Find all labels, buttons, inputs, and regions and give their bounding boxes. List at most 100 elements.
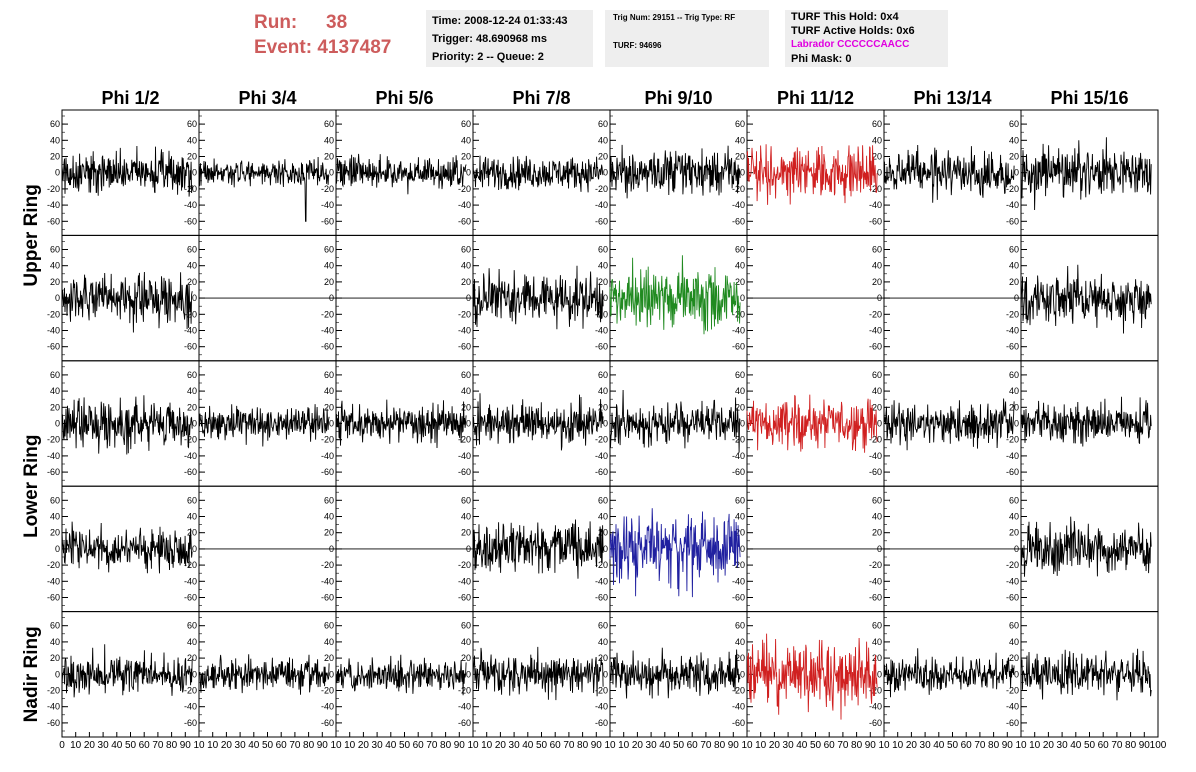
- x-tick-label: 40: [385, 740, 397, 751]
- y-tick-label: 40: [735, 637, 745, 647]
- y-tick-label: 40: [872, 637, 882, 647]
- y-tick-label: 40: [50, 637, 60, 647]
- y-tick-label: 60: [50, 621, 60, 631]
- y-tick-label: 60: [324, 370, 334, 380]
- y-tick-label: -20: [458, 184, 471, 194]
- y-tick-label: 20: [598, 152, 608, 162]
- y-tick-label: -20: [732, 184, 745, 194]
- x-tick-label: 10: [741, 740, 753, 751]
- y-tick-label: -40: [321, 576, 334, 586]
- y-tick-label: 40: [598, 261, 608, 271]
- y-tick-label: 20: [187, 653, 197, 663]
- y-tick-label: 40: [50, 135, 60, 145]
- x-tick-label: 80: [303, 740, 315, 751]
- y-tick-label: -40: [869, 576, 882, 586]
- y-tick-label: -20: [595, 686, 608, 696]
- trig-info-box: Trig Num: 29151 -- Trig Type: RF TURF: 9…: [605, 10, 769, 67]
- y-tick-label: -40: [47, 576, 60, 586]
- y-tick-label: -60: [47, 718, 60, 728]
- x-tick-label: 100: [1150, 740, 1167, 751]
- y-tick-label: -60: [458, 342, 471, 352]
- y-tick-label: 20: [735, 402, 745, 412]
- y-tick-label: 60: [461, 119, 471, 129]
- y-tick-label: 0: [192, 419, 197, 429]
- y-tick-label: -60: [732, 342, 745, 352]
- y-tick-label: 0: [466, 669, 471, 679]
- y-tick-label: -40: [321, 702, 334, 712]
- y-tick-label: 60: [598, 119, 608, 129]
- waveform-trace: [61, 271, 193, 333]
- trigger-line: Trigger: 48.690968 ms: [432, 33, 547, 45]
- y-tick-label: 40: [324, 512, 334, 522]
- x-tick-label: 30: [920, 740, 932, 751]
- y-tick-label: 40: [735, 261, 745, 271]
- x-tick-label: 90: [454, 740, 466, 751]
- x-tick-label: 80: [851, 740, 863, 751]
- y-tick-label: 60: [1009, 621, 1019, 631]
- x-tick-label: 10: [330, 740, 342, 751]
- waveform-trace: [61, 395, 193, 455]
- x-tick-label: 50: [810, 740, 822, 751]
- column-title: Phi 3/4: [238, 88, 296, 108]
- y-tick-label: 40: [461, 135, 471, 145]
- y-tick-label: 0: [740, 419, 745, 429]
- y-tick-label: -20: [321, 435, 334, 445]
- y-tick-label: 40: [461, 261, 471, 271]
- y-tick-label: -20: [47, 686, 60, 696]
- y-tick-label: -20: [1006, 309, 1019, 319]
- y-tick-label: -60: [595, 718, 608, 728]
- y-tick-label: 60: [461, 495, 471, 505]
- y-tick-label: -20: [184, 560, 197, 570]
- y-tick-label: -20: [184, 435, 197, 445]
- y-tick-label: 40: [50, 512, 60, 522]
- y-tick-label: 0: [329, 168, 334, 178]
- column-title: Phi 9/10: [644, 88, 712, 108]
- x-tick-label: 60: [276, 740, 288, 751]
- x-tick-label: 60: [1098, 740, 1110, 751]
- y-tick-label: -40: [595, 200, 608, 210]
- y-tick-label: -60: [184, 342, 197, 352]
- y-tick-label: -60: [321, 718, 334, 728]
- x-tick-label: 90: [1002, 740, 1014, 751]
- x-tick-label: 60: [413, 740, 425, 751]
- priority-line: Priority: 2 -- Queue: 2: [432, 51, 544, 63]
- y-tick-label: 40: [735, 386, 745, 396]
- y-tick-label: 60: [187, 370, 197, 380]
- y-tick-label: 40: [461, 386, 471, 396]
- y-tick-label: -40: [732, 200, 745, 210]
- y-tick-label: 0: [603, 293, 608, 303]
- x-tick-label: 30: [372, 740, 384, 751]
- y-tick-label: -60: [1006, 593, 1019, 603]
- y-tick-label: -60: [184, 593, 197, 603]
- y-tick-label: 60: [872, 495, 882, 505]
- y-tick-label: 60: [735, 119, 745, 129]
- y-tick-label: -60: [47, 593, 60, 603]
- x-tick-label: 90: [317, 740, 329, 751]
- y-tick-label: 20: [872, 402, 882, 412]
- y-tick-label: 40: [598, 386, 608, 396]
- y-tick-label: 0: [329, 669, 334, 679]
- waveform-trace: [335, 399, 467, 449]
- y-tick-label: -20: [869, 560, 882, 570]
- y-tick-label: 0: [740, 544, 745, 554]
- y-tick-label: 0: [877, 168, 882, 178]
- y-tick-label: -20: [321, 686, 334, 696]
- y-tick-label: 60: [187, 621, 197, 631]
- waveform-trace: [609, 389, 741, 453]
- x-tick-label: 90: [728, 740, 740, 751]
- x-tick-label: 40: [659, 740, 671, 751]
- y-tick-label: 20: [461, 402, 471, 412]
- y-tick-label: -40: [732, 702, 745, 712]
- x-tick-label: 60: [687, 740, 699, 751]
- x-tick-label: 10: [1015, 740, 1027, 751]
- y-tick-label: 40: [872, 512, 882, 522]
- y-tick-label: 40: [1009, 261, 1019, 271]
- x-tick-label: 30: [646, 740, 658, 751]
- column-title: Phi 13/14: [913, 88, 991, 108]
- x-tick-label: 50: [399, 740, 411, 751]
- y-tick-label: 20: [872, 152, 882, 162]
- y-tick-label: 0: [466, 419, 471, 429]
- column-title: Phi 5/6: [375, 88, 433, 108]
- time-info-box: Time: 2008-12-24 01:33:43 Trigger: 48.69…: [426, 10, 593, 67]
- x-tick-label: 30: [235, 740, 247, 751]
